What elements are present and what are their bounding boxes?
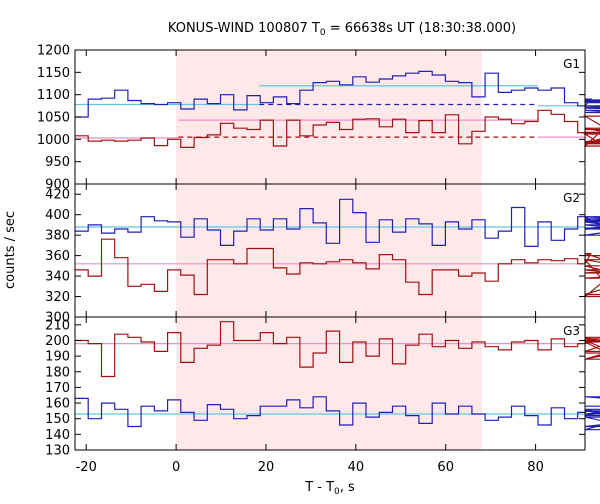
y-tick-label: 950 [45, 155, 70, 170]
x-tick-label: 0 [172, 460, 180, 475]
y-tick-label: 1100 [37, 88, 70, 103]
y-tick-label: 400 [45, 208, 70, 223]
x-tick-label: 40 [348, 460, 365, 475]
burst-interval-shade [176, 50, 482, 184]
panel-label: G3 [563, 324, 580, 338]
y-tick-label: 190 [45, 350, 70, 365]
y-tick-label: 150 [45, 412, 70, 427]
burst-interval-shade [176, 184, 482, 317]
y-tick-label: 170 [45, 381, 70, 396]
light-curve-blue [75, 70, 600, 118]
x-axis-label: T - T0, s [304, 480, 355, 497]
chart-title: KONUS-WIND 100807 T0 = 66638s UT (18:30:… [168, 21, 516, 38]
y-tick-label: 380 [45, 229, 70, 244]
y-tick-label: 340 [45, 270, 70, 285]
y-tick-label: 900 [45, 178, 70, 193]
y-tick-label: 320 [45, 290, 70, 305]
y-tick-label: 200 [45, 334, 70, 349]
x-axis-label-subscript: 0 [334, 487, 340, 497]
y-tick-label: 210 [45, 318, 70, 333]
y-tick-label: 420 [45, 188, 70, 203]
chart-title-subscript: 0 [320, 28, 326, 38]
burst-interval-shade [176, 317, 482, 450]
y-tick-label: 1200 [37, 44, 70, 59]
panel-label: G2 [563, 191, 580, 205]
y-tick-label: 130 [45, 444, 70, 459]
light-curve-blue [75, 198, 600, 247]
light-curve-red [75, 238, 600, 298]
panels-group: 900 950 1000 1050 1100 1150 1200 G1 300 320 340 360… [37, 44, 600, 475]
y-tick-label: 1150 [37, 66, 70, 81]
x-axis-label-main: T - T [304, 480, 334, 495]
y-tick-label: 1000 [37, 133, 70, 148]
light-curve-red [75, 109, 600, 148]
y-axis-label: counts / sec [3, 211, 18, 289]
x-axis-tick-labels: -20 0 20 40 60 80 [76, 460, 544, 475]
panel-g2: 300 320 340 360 380 400 420 G2 [45, 183, 600, 326]
y-tick-label: 360 [45, 249, 70, 264]
x-axis-label-rest: , s [340, 480, 355, 495]
chart-title-rest: = 66638s UT (18:30:38.000) [326, 21, 516, 36]
y-tick-label: 140 [45, 428, 70, 443]
x-tick-label: -20 [76, 460, 97, 475]
y-tick-label: 300 [45, 311, 70, 326]
x-tick-label: 60 [437, 460, 454, 475]
panel-label: G1 [563, 57, 580, 71]
chart-title-main: KONUS-WIND 100807 T [168, 21, 320, 36]
x-tick-label: 80 [527, 460, 544, 475]
panel-frame [74, 316, 586, 451]
panel-g1: 900 950 1000 1050 1100 1150 1200 G1 [37, 44, 600, 193]
x-tick-label: 20 [258, 460, 275, 475]
y-tick-label: 180 [45, 365, 70, 380]
y-tick-label: 1050 [37, 111, 70, 126]
y-tick-label: 160 [45, 397, 70, 412]
